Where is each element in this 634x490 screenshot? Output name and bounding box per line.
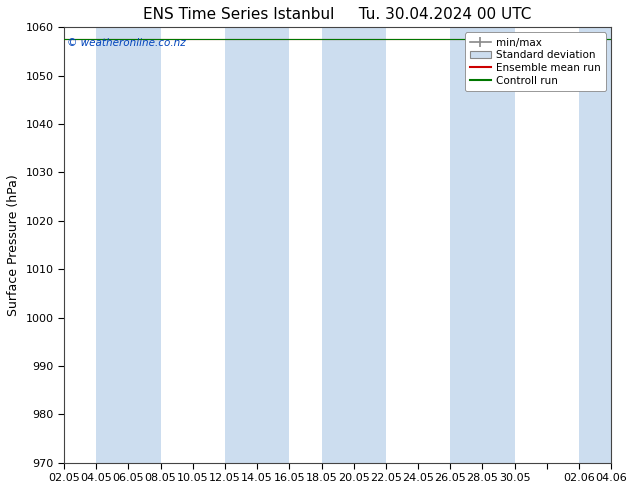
Bar: [96, 27, 160, 463]
Bar: [321, 27, 386, 463]
Legend: min/max, Standard deviation, Ensemble mean run, Controll run: min/max, Standard deviation, Ensemble me…: [465, 32, 606, 91]
Title: ENS Time Series Istanbul     Tu. 30.04.2024 00 UTC: ENS Time Series Istanbul Tu. 30.04.2024 …: [143, 7, 532, 22]
Y-axis label: Surface Pressure (hPa): Surface Pressure (hPa): [7, 174, 20, 316]
Bar: [450, 27, 515, 463]
Bar: [579, 27, 611, 463]
Bar: [225, 27, 289, 463]
Text: © weatheronline.co.nz: © weatheronline.co.nz: [67, 38, 186, 48]
